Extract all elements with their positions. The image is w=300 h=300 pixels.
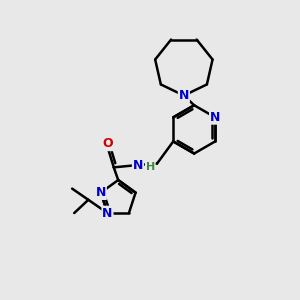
Text: N: N <box>133 158 143 172</box>
Text: N: N <box>179 89 189 102</box>
Text: H: H <box>146 162 155 172</box>
Text: N: N <box>96 186 106 199</box>
Text: N: N <box>102 207 113 220</box>
Text: N: N <box>210 111 220 124</box>
Text: O: O <box>102 137 112 150</box>
